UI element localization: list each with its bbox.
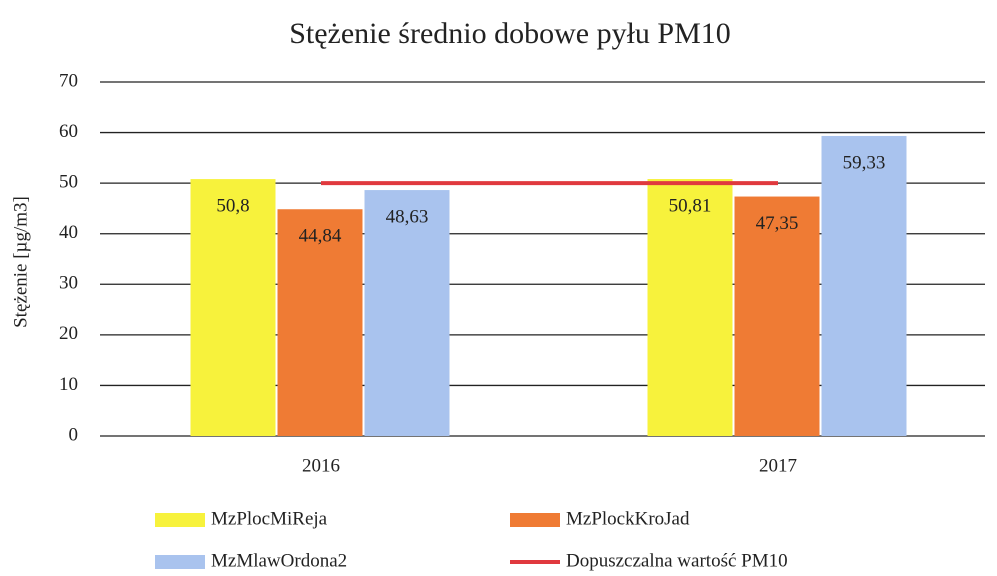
- legend-swatch: [155, 513, 205, 527]
- legend-swatch: [155, 555, 205, 569]
- y-tick-label: 60: [59, 121, 78, 142]
- legend-label: MzPlocMiReja: [211, 508, 328, 529]
- y-tick-label: 30: [59, 273, 78, 294]
- data-label: 47,35: [756, 213, 799, 234]
- y-tick-label: 0: [69, 424, 79, 445]
- data-label: 44,84: [299, 226, 342, 247]
- x-tick-label: 2017: [759, 455, 797, 476]
- legend-label: MzPlockKroJad: [566, 508, 690, 529]
- bar: [647, 179, 733, 436]
- data-label: 50,8: [216, 195, 249, 216]
- y-tick-label: 10: [59, 374, 78, 395]
- legend-swatch: [510, 513, 560, 527]
- x-tick-label: 2016: [302, 455, 340, 476]
- legend-swatch: [510, 560, 560, 564]
- y-tick-label: 50: [59, 172, 78, 193]
- data-label: 48,63: [386, 206, 429, 227]
- bar: [190, 179, 276, 436]
- chart-title: Stężenie średnio dobowe pyłu PM10: [289, 17, 731, 50]
- y-tick-label: 70: [59, 70, 78, 91]
- data-label: 59,33: [843, 152, 886, 173]
- bar: [277, 209, 363, 436]
- y-axis-label: Stężenie [µg/m3]: [10, 196, 31, 328]
- y-tick-label: 20: [59, 323, 78, 344]
- legend-label: Dopuszczalna wartość PM10: [566, 550, 788, 571]
- bar: [364, 190, 450, 436]
- y-tick-label: 40: [59, 222, 78, 243]
- legend-label: MzMlawOrdona2: [211, 550, 347, 571]
- bar: [821, 135, 907, 436]
- data-label: 50,81: [669, 195, 712, 216]
- bar: [734, 196, 820, 436]
